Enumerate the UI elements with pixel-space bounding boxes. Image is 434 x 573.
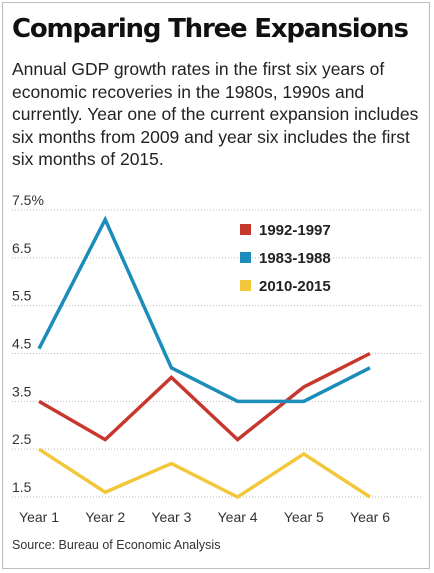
y-axis-ticks: 7.5% 6.5 5.5 4.5 3.5 2.5 1.5 [12, 192, 44, 495]
series-lines [37, 215, 371, 500]
legend-swatch [240, 252, 251, 263]
legend-label: 1992-1997 [259, 222, 331, 239]
chart-subtitle: Annual GDP growth rates in the first six… [12, 59, 419, 169]
x-tick-label: Year 6 [350, 509, 390, 525]
source-note: Source: Bureau of Economic Analysis [12, 538, 221, 552]
x-tick-label: Year 1 [19, 509, 59, 525]
x-axis-ticks: Year 1 Year 2 Year 3 Year 4 Year 5 Year 6 [19, 509, 390, 525]
x-tick-label: Year 2 [85, 509, 125, 525]
y-tick-label: 6.5 [12, 240, 32, 256]
y-tick-label: 5.5 [12, 288, 32, 304]
x-tick-label: Year 4 [218, 509, 258, 525]
y-tick-label: 1.5 [12, 479, 32, 495]
series-line [37, 215, 371, 404]
x-tick-label: Year 5 [284, 509, 324, 525]
y-tick-label: 7.5% [12, 192, 44, 208]
legend-swatch [240, 224, 251, 235]
series-line [38, 447, 371, 500]
series-line [38, 351, 371, 442]
legend-label: 2010-2015 [259, 278, 331, 295]
y-tick-label: 3.5 [12, 383, 32, 399]
chart-title: Comparing Three Expansions [12, 14, 409, 44]
legend: 1992-1997 1983-1988 2010-2015 [240, 222, 331, 295]
legend-label: 1983-1988 [259, 250, 331, 267]
y-tick-label: 4.5 [12, 336, 32, 352]
legend-swatch [240, 280, 251, 291]
x-tick-label: Year 3 [151, 509, 191, 525]
y-tick-label: 2.5 [12, 431, 32, 447]
grid-lines [12, 209, 422, 498]
